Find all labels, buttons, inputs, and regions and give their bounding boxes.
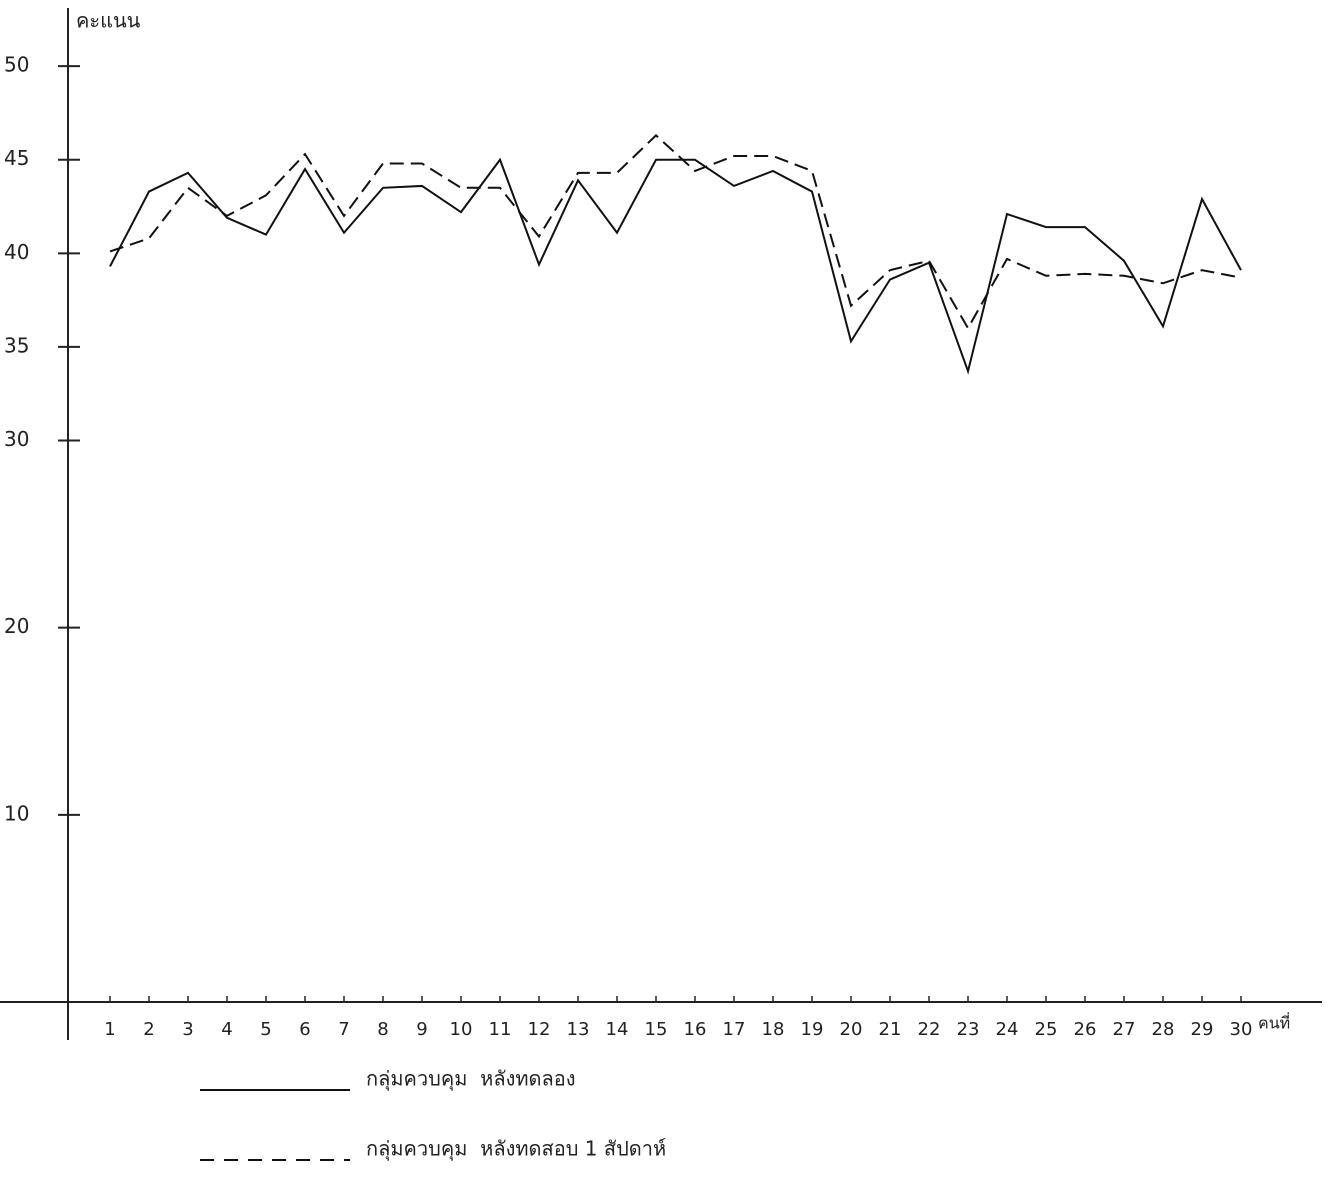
x-tick-label: 29 (1191, 1019, 1214, 1040)
legend-label: กลุ่มควบคุม หลังทดสอบ 1 สัปดาห์ (366, 1137, 666, 1162)
x-tick-label: 25 (1035, 1019, 1058, 1040)
x-tick-label: 16 (684, 1019, 707, 1040)
x-tick-label: 8 (377, 1019, 388, 1040)
x-tick-label: 30 (1230, 1019, 1253, 1040)
line-series (109, 157, 1242, 375)
x-tick-label: 23 (957, 1019, 980, 1040)
x-tick-label: 1 (104, 1019, 115, 1040)
x-tick-label: 10 (450, 1019, 473, 1040)
x-tick-label: 20 (840, 1019, 863, 1040)
x-tick-label: 21 (879, 1019, 902, 1040)
x-tick-label: 15 (645, 1019, 668, 1040)
y-tick-label: 30 (4, 427, 29, 451)
legend-label: กลุ่มควบคุม หลังทดลอง (366, 1067, 576, 1092)
x-tick-label: 24 (996, 1019, 1019, 1040)
x-tick-label: 3 (182, 1019, 193, 1040)
x-tick-label: 11 (489, 1019, 512, 1040)
y-tick-label: 45 (4, 146, 29, 170)
x-tick-label: 18 (762, 1019, 785, 1040)
y-tick-label: 40 (4, 240, 29, 264)
x-axis-label: คนที่ (1258, 1012, 1290, 1033)
y-tick-label: 10 (4, 801, 29, 825)
line-series (109, 134, 1242, 331)
x-tick-label: 13 (567, 1019, 590, 1040)
y-tick-label: 20 (4, 614, 29, 638)
x-tick-label: 17 (723, 1019, 746, 1040)
x-tick-label: 5 (260, 1019, 271, 1040)
x-tick-label: 12 (528, 1019, 551, 1040)
x-tick-label: 28 (1152, 1019, 1175, 1040)
x-tick-label: 19 (801, 1019, 824, 1040)
x-tick-label: 27 (1113, 1019, 1136, 1040)
x-tick-label: 9 (416, 1019, 427, 1040)
y-tick-label: 35 (4, 333, 29, 357)
x-tick-label: 4 (221, 1019, 232, 1040)
x-tick-label: 26 (1074, 1019, 1097, 1040)
x-tick-label: 22 (918, 1019, 941, 1040)
x-tick-label: 14 (606, 1019, 629, 1040)
x-tick-label: 6 (299, 1019, 310, 1040)
x-tick-label: 7 (338, 1019, 349, 1040)
y-tick-label: 50 (4, 53, 29, 77)
x-tick-label: 2 (143, 1019, 154, 1040)
y-axis-label: คะแนน (76, 9, 141, 33)
